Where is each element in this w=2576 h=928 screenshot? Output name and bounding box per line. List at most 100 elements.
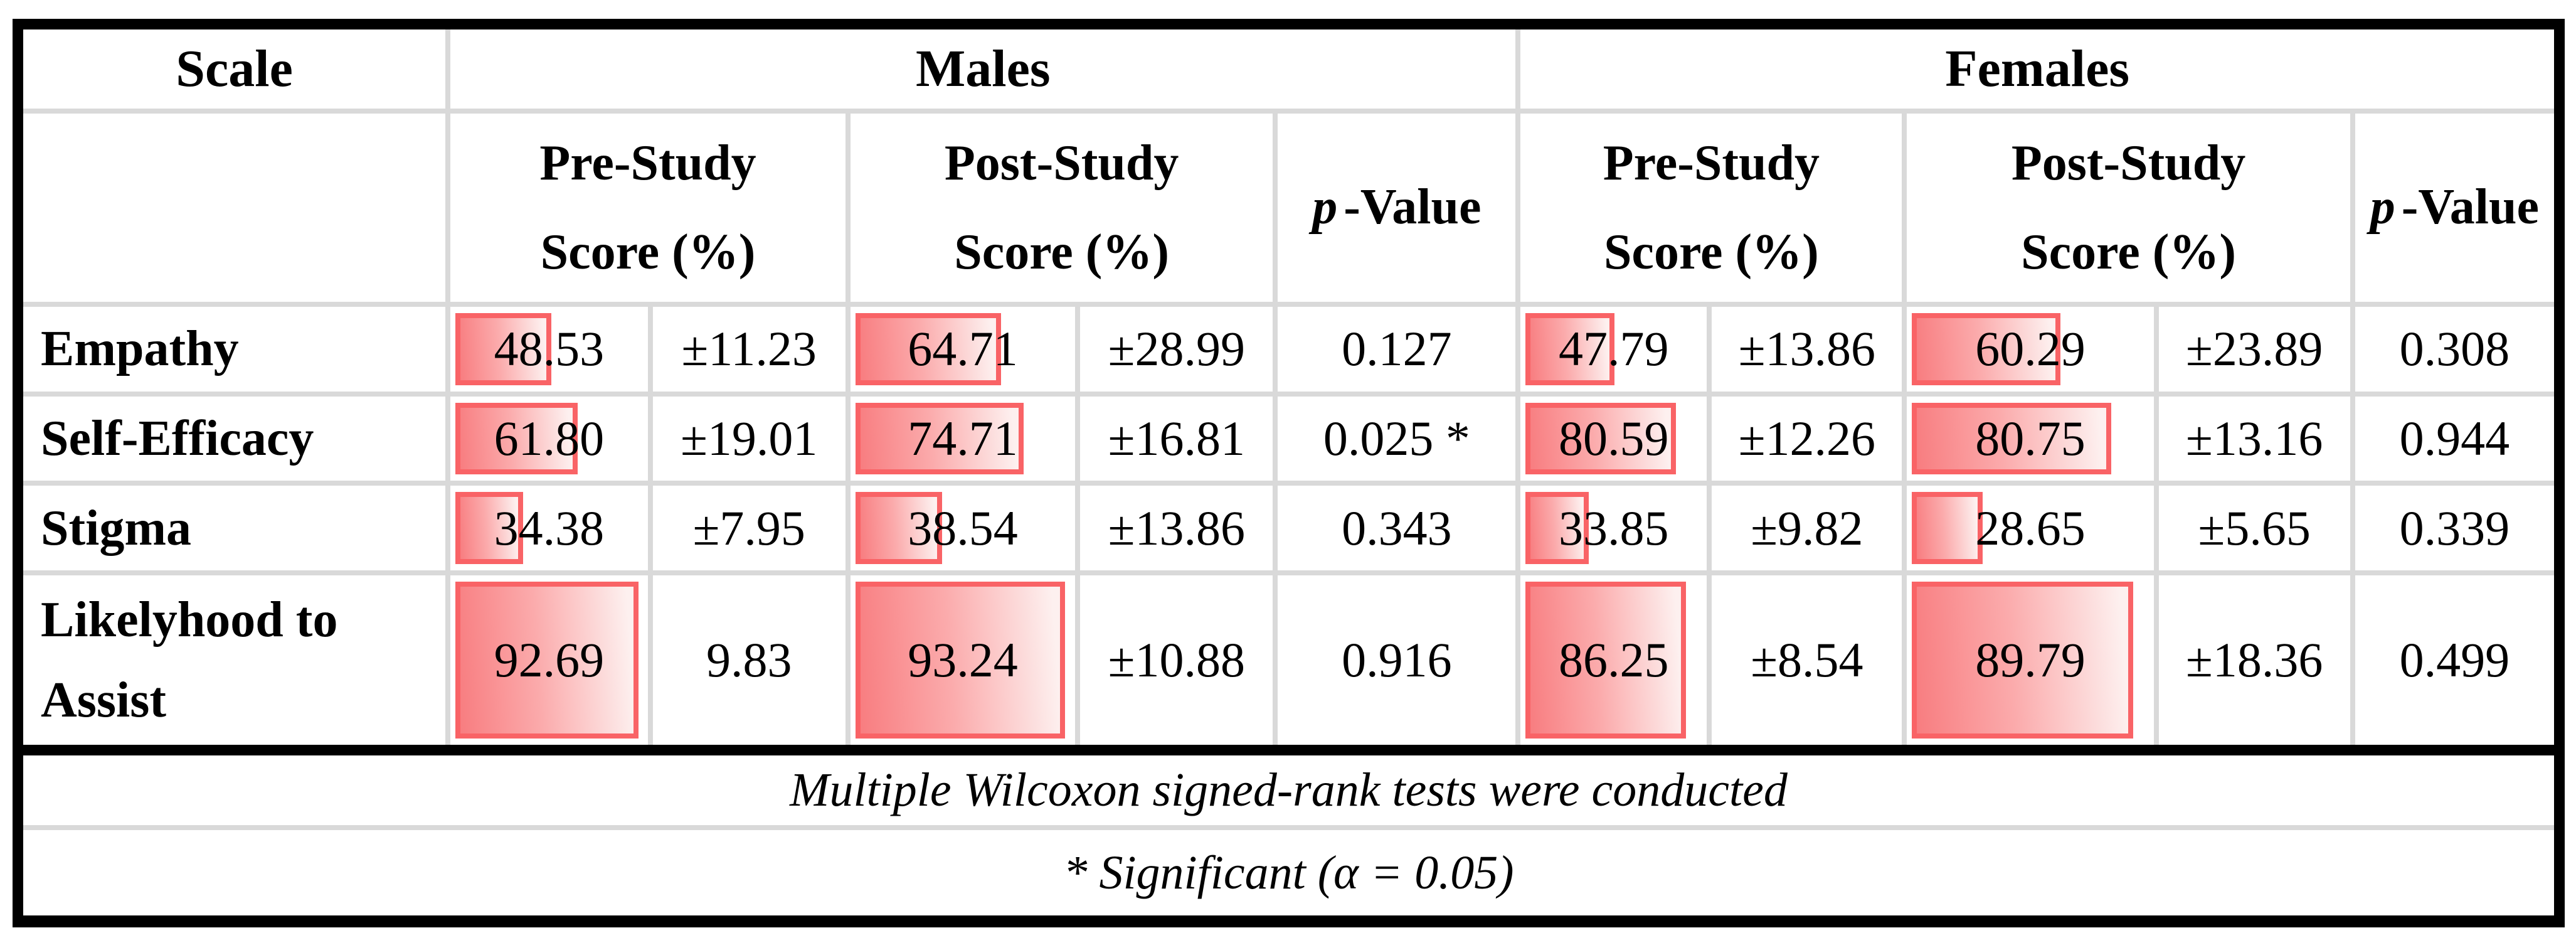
females-pre-sd-cell: ±8.54 (1707, 570, 1907, 753)
column-header-females-pre: Pre-Study Score (%) (1515, 109, 1907, 307)
p-value-label: -Value (1344, 179, 1481, 235)
table-row-stigma: Stigma 34.38 ±7.95 38.54 ±13.86 0.343 33… (15, 481, 2562, 576)
column-header-males-post: Post-Study Score (%) (845, 109, 1278, 307)
females-pvalue-cell: 0.944 (2350, 391, 2562, 486)
row-label: Stigma (15, 481, 451, 576)
column-header-females-pvalue: p -Value (2350, 109, 2562, 307)
cell-value: 61.80 (494, 410, 605, 466)
females-post-sd-cell: ±18.36 (2153, 570, 2355, 753)
cell-value: 80.59 (1559, 410, 1669, 466)
males-pvalue-cell: 0.127 (1273, 301, 1521, 397)
data-bar (1525, 492, 1589, 565)
data-bar (455, 402, 578, 475)
data-bar (1912, 402, 2111, 475)
header-line: Post-Study (944, 135, 1179, 191)
row-label: Likelyhood to Assist (15, 570, 451, 753)
females-pre-score-cell: 47.79 (1515, 301, 1712, 397)
females-pre-sd-cell: ±12.26 (1707, 391, 1907, 486)
males-post-score-cell: 38.54 (845, 481, 1081, 576)
cell-value: 33.85 (1559, 500, 1669, 555)
females-post-score-cell: 89.79 (1902, 570, 2159, 753)
males-pvalue-cell: 0.025 * (1273, 391, 1521, 486)
females-pre-score-cell: 33.85 (1515, 481, 1712, 576)
header-line: Score (%) (540, 224, 756, 280)
males-pre-score-cell: 34.38 (445, 481, 653, 576)
p-symbol: p (1312, 179, 1338, 235)
data-bar (1912, 582, 2134, 739)
males-post-sd-cell: ±28.99 (1075, 301, 1278, 397)
males-post-score-cell: 93.24 (845, 570, 1081, 753)
data-bar (1912, 312, 2061, 385)
data-bar (855, 582, 1065, 739)
cell-value: 64.71 (908, 321, 1018, 376)
males-pre-sd-cell: ±11.23 (647, 301, 851, 397)
footnote-text: * Significant (α = 0.05) (15, 825, 2562, 924)
males-pvalue-cell: 0.343 (1273, 481, 1521, 576)
footnote-text: Multiple Wilcoxon signed-rank tests were… (15, 744, 2562, 831)
females-post-sd-cell: ±23.89 (2153, 301, 2355, 397)
header-line: Pre-Study (1603, 135, 1820, 191)
row-label: Empathy (15, 301, 451, 397)
header-line: Score (%) (2021, 224, 2237, 280)
table-row-empathy: Empathy 48.53 ±11.23 64.71 ±28.99 0.127 … (15, 301, 2562, 397)
column-header-females-post: Post-Study Score (%) (1902, 109, 2355, 307)
header-line: Score (%) (1603, 224, 1819, 280)
data-bar (1912, 492, 1983, 565)
cell-value: 47.79 (1559, 321, 1669, 376)
group-header-females: Females (1515, 21, 2562, 114)
females-pre-score-cell: 86.25 (1515, 570, 1712, 753)
cell-value: 86.25 (1559, 632, 1669, 688)
females-post-score-cell: 60.29 (1902, 301, 2159, 397)
data-bar (1525, 312, 1615, 385)
column-header-males-pre: Pre-Study Score (%) (445, 109, 851, 307)
females-post-score-cell: 80.75 (1902, 391, 2159, 486)
cell-value: 89.79 (1975, 632, 2086, 688)
cell-value: 28.65 (1975, 500, 2086, 555)
females-post-score-cell: 28.65 (1902, 481, 2159, 576)
cell-value: 48.53 (494, 321, 605, 376)
cell-value: 92.69 (494, 632, 605, 688)
data-bar (855, 402, 1024, 475)
data-bar (455, 492, 524, 565)
females-post-sd-cell: ±13.16 (2153, 391, 2355, 486)
group-header-males: Males (445, 21, 1521, 114)
males-post-sd-cell: ±13.86 (1075, 481, 1278, 576)
males-pre-score-cell: 48.53 (445, 301, 653, 397)
males-post-score-cell: 74.71 (845, 391, 1081, 486)
females-pre-sd-cell: ±13.86 (1707, 301, 1907, 397)
females-post-sd-cell: ±5.65 (2153, 481, 2355, 576)
cell-value: 93.24 (908, 632, 1018, 688)
header-line: Post-Study (2011, 135, 2246, 191)
males-pre-sd-cell: ±7.95 (647, 481, 851, 576)
females-pvalue-cell: 0.499 (2350, 570, 2562, 753)
p-value-label: -Value (2401, 179, 2540, 235)
cell-value: 34.38 (494, 500, 605, 555)
header-line: Pre-Study (539, 135, 756, 191)
cell-value: 38.54 (908, 500, 1018, 555)
data-bar (855, 312, 1001, 385)
data-bar (455, 312, 551, 385)
data-bar (855, 492, 942, 565)
empty-header-cell (15, 109, 451, 307)
males-post-sd-cell: ±10.88 (1075, 570, 1278, 753)
cell-value: 74.71 (908, 410, 1018, 466)
females-pvalue-cell: 0.308 (2350, 301, 2562, 397)
males-pre-score-cell: 61.80 (445, 391, 653, 486)
footnote-row-significance: * Significant (α = 0.05) (15, 825, 2562, 924)
column-header-scale: Scale (15, 21, 451, 114)
cell-value: 60.29 (1975, 321, 2086, 376)
data-bar (1525, 582, 1687, 739)
header-row-measures: Pre-Study Score (%) Post-Study Score (%)… (15, 109, 2562, 307)
females-pvalue-cell: 0.339 (2350, 481, 2562, 576)
males-pre-score-cell: 92.69 (445, 570, 653, 753)
males-pre-sd-cell: ±19.01 (647, 391, 851, 486)
males-pvalue-cell: 0.916 (1273, 570, 1521, 753)
footnote-row-tests: Multiple Wilcoxon signed-rank tests were… (15, 744, 2562, 831)
females-pre-score-cell: 80.59 (1515, 391, 1712, 486)
table-row-self-efficacy: Self-Efficacy 61.80 ±19.01 74.71 ±16.81 … (15, 391, 2562, 486)
cell-value: 80.75 (1975, 410, 2086, 466)
data-bar (1525, 402, 1676, 475)
p-symbol: p (2370, 179, 2395, 235)
table-row-likelyhood-to-assist: Likelyhood to Assist 92.69 9.83 93.24 ±1… (15, 570, 2562, 753)
